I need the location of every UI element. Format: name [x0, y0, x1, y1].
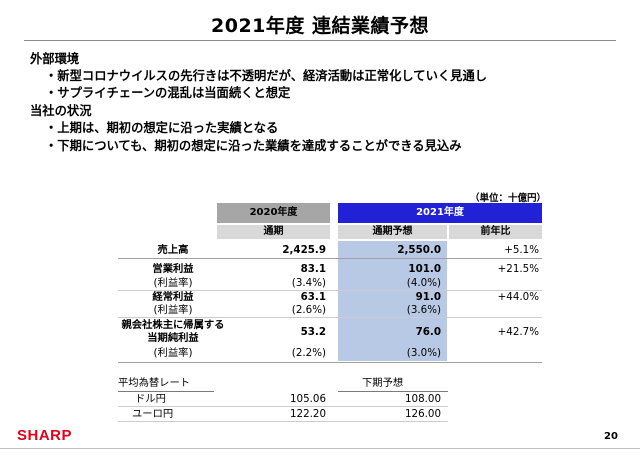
header-fy2021: 2021年度	[338, 203, 542, 223]
row-label-operating-income: 営業利益	[152, 263, 194, 275]
fx-forecast-label: 下期予想	[362, 377, 404, 389]
bullet-heading-external: 外部環境	[30, 52, 80, 66]
value-fy2021-ordinary-income: 91.0	[415, 291, 441, 303]
page-title: 2021年度 連結業績予想	[211, 15, 429, 37]
fx-row-divider	[118, 406, 448, 407]
fx-title: 平均為替レート	[118, 377, 191, 389]
fx-forecast-underline	[338, 391, 448, 392]
value-fy2021-net-income: 76.0	[415, 326, 441, 338]
fx-forecast-eur: 126.00	[404, 408, 441, 420]
unit-label: （単位：十億円）	[470, 193, 547, 204]
footer-rule	[0, 448, 640, 449]
value-fy2021-operating-income: 101.0	[408, 263, 441, 275]
value-fy2021-sales: 2,550.0	[397, 244, 441, 256]
value-yoy-operating-income: +21.5%	[497, 263, 539, 275]
value-yoy-net-income: +42.7%	[497, 326, 539, 338]
fx-actual-eur: 122.20	[289, 408, 326, 420]
fx-label-eur: ユーロ円	[132, 408, 174, 420]
sharp-logo: SHARP	[17, 427, 73, 444]
bullet-supply-chain: ・サプライチェーンの混乱は当面続くと想定	[45, 86, 291, 100]
value-fy2020-ordinary-income: 63.1	[300, 291, 326, 303]
value-fy2020-ordinary-margin: (2.6%)	[291, 304, 326, 316]
value-fy2020-sales: 2,425.9	[282, 244, 326, 256]
value-fy2021-operating-margin: (4.0%)	[406, 277, 441, 289]
forecast-column-highlight	[338, 241, 447, 361]
row-label-ordinary-income: 経常利益	[152, 291, 194, 303]
value-yoy-sales: +5.1%	[504, 244, 539, 256]
row-label-net-margin: (利益率)	[153, 347, 193, 359]
fx-row-divider	[118, 421, 448, 422]
bullet-second-half: ・下期についても、期初の想定に沿った業績を達成することができる見込み	[45, 139, 462, 153]
row-divider	[118, 258, 542, 259]
row-divider	[118, 290, 542, 291]
bullet-heading-company: 当社の状況	[30, 104, 92, 118]
subheader-actual: 通期	[217, 225, 330, 239]
header-fy2020: 2020年度	[217, 203, 330, 223]
fx-forecast-usd: 108.00	[404, 393, 441, 405]
row-label-net-income-line1: 親会社株主に帰属する	[121, 319, 225, 331]
value-fy2020-operating-income: 83.1	[300, 263, 326, 275]
row-divider	[118, 317, 542, 318]
fx-title-underline	[118, 391, 214, 392]
subheader-forecast: 通期予想	[338, 225, 447, 239]
fx-actual-usd: 105.06	[289, 393, 326, 405]
value-fy2021-net-margin: (3.0%)	[406, 347, 441, 359]
row-label-net-income-line2: 当期純利益	[147, 332, 199, 344]
title-underline	[24, 40, 616, 41]
value-yoy-ordinary-income: +44.0%	[497, 291, 539, 303]
page-number: 20	[604, 431, 618, 442]
subheader-yoy: 前年比	[449, 225, 542, 239]
value-fy2020-net-margin: (2.2%)	[291, 347, 326, 359]
bullet-covid-outlook: ・新型コロナウイルスの先行きは不透明だが、経済活動は正常化していく見通し	[45, 69, 488, 83]
bullet-first-half: ・上期は、期初の想定に沿った実績となる	[45, 121, 279, 135]
row-label-ordinary-margin: (利益率)	[153, 304, 193, 316]
row-label-operating-margin: (利益率)	[153, 277, 193, 289]
value-fy2020-net-income: 53.2	[300, 326, 326, 338]
row-label-sales: 売上高	[157, 244, 189, 256]
row-divider	[118, 362, 542, 363]
value-fy2021-ordinary-margin: (3.6%)	[406, 304, 441, 316]
fx-label-usd: ドル円	[135, 393, 166, 405]
value-fy2020-operating-margin: (3.4%)	[291, 277, 326, 289]
